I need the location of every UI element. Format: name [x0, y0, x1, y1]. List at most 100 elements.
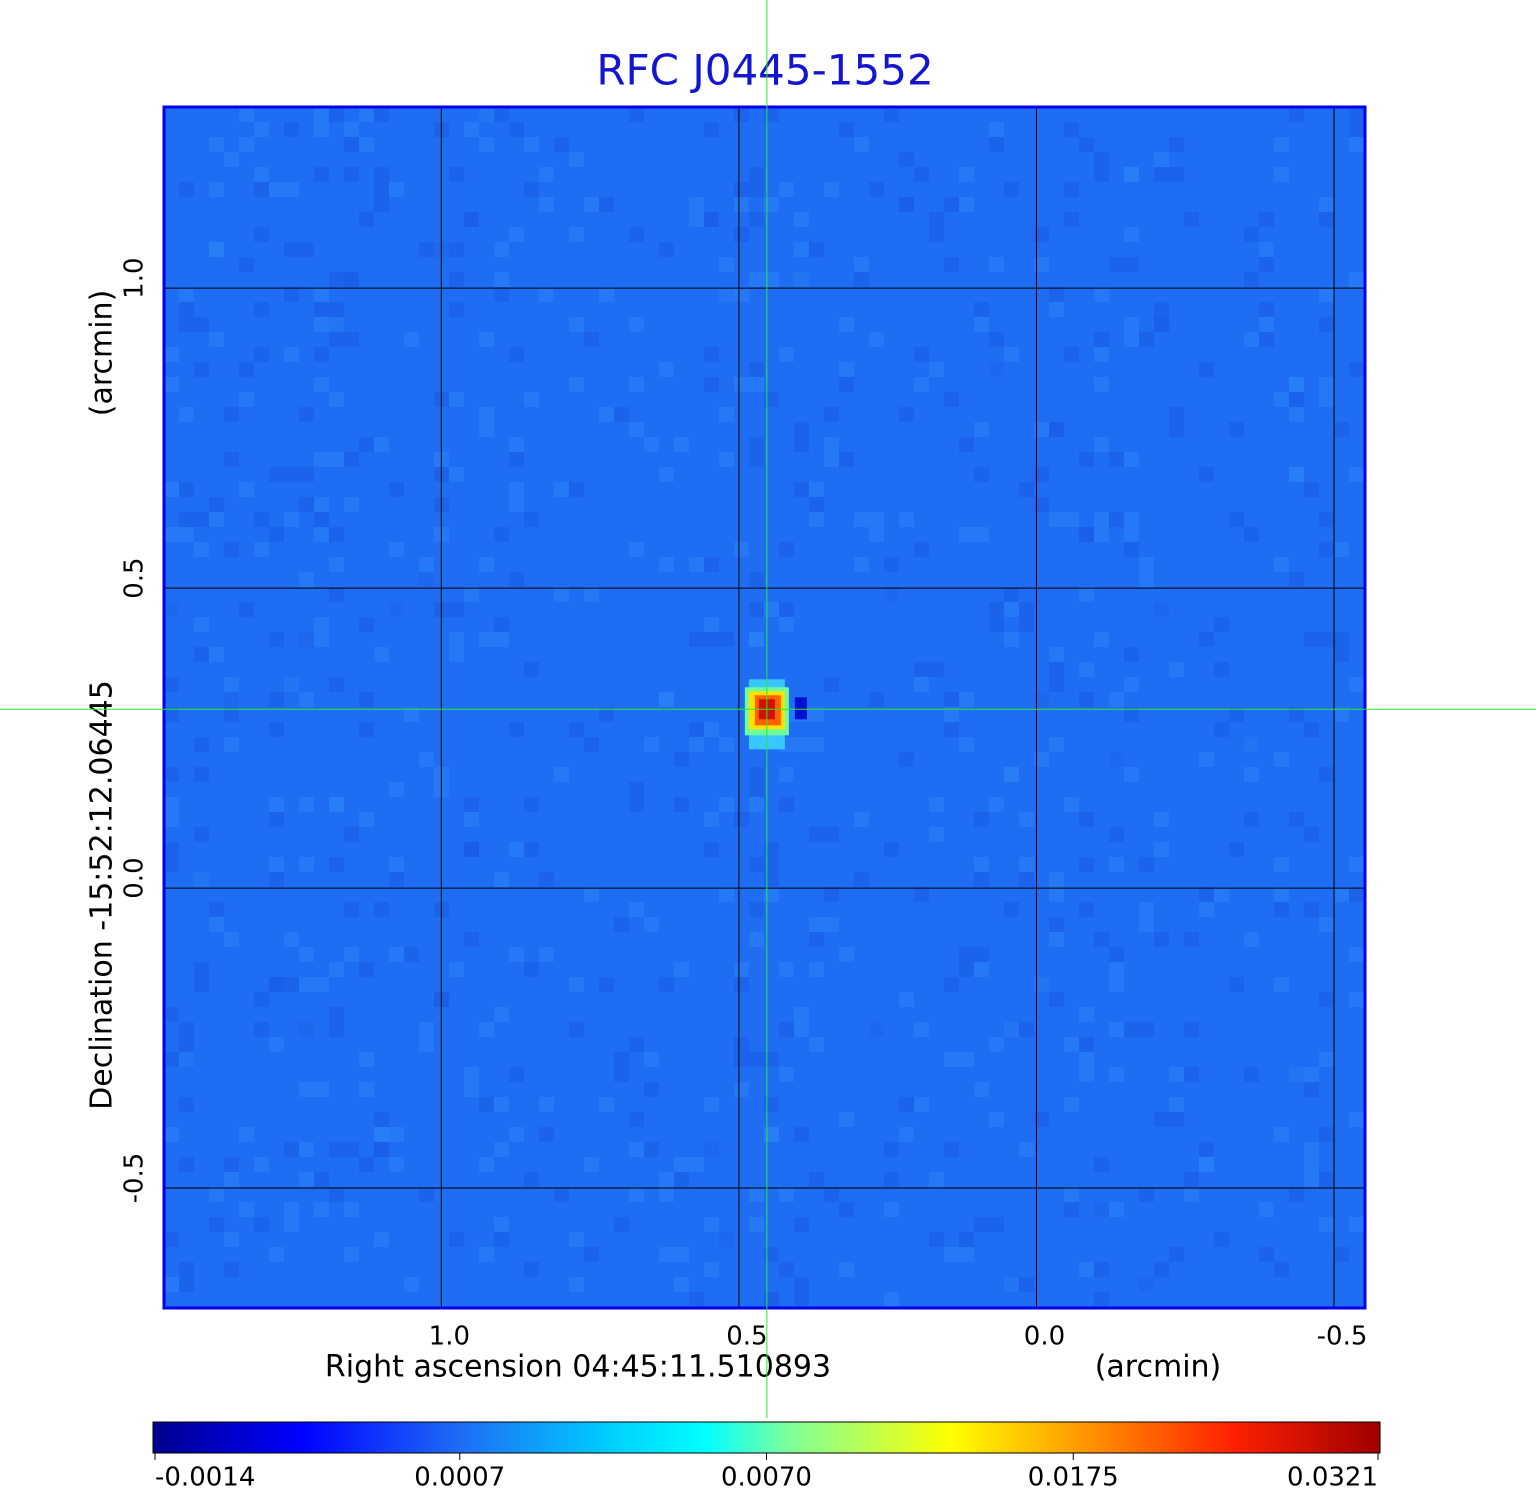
image-texture [1094, 1292, 1109, 1307]
image-texture [239, 107, 254, 122]
image-texture [194, 317, 209, 332]
image-texture [1109, 977, 1124, 992]
image-texture [584, 1157, 599, 1172]
image-texture [569, 317, 584, 332]
image-texture [344, 122, 359, 137]
image-texture [344, 272, 359, 287]
image-texture [989, 137, 1004, 152]
image-texture [299, 947, 314, 962]
image-texture [1244, 812, 1259, 827]
image-texture [599, 287, 614, 302]
image-texture [779, 1187, 794, 1202]
image-texture [1244, 227, 1259, 242]
image-texture [164, 812, 179, 827]
image-texture [524, 137, 539, 152]
image-texture [494, 1142, 509, 1157]
image-texture [344, 332, 359, 347]
image-texture [209, 902, 224, 917]
image-texture [524, 842, 539, 857]
image-texture [344, 1142, 359, 1157]
image-texture [179, 302, 194, 317]
image-texture [1244, 332, 1259, 347]
image-texture [464, 212, 479, 227]
image-texture [329, 452, 344, 467]
image-texture [959, 1247, 974, 1262]
image-texture [929, 362, 944, 377]
image-texture [194, 962, 209, 977]
image-texture [209, 512, 224, 527]
image-texture [899, 197, 914, 212]
image-texture [1079, 1262, 1094, 1277]
image-texture [329, 962, 344, 977]
image-texture [239, 1127, 254, 1142]
image-texture [719, 632, 734, 647]
image-texture [284, 242, 299, 257]
image-texture [1004, 767, 1019, 782]
image-texture [944, 392, 959, 407]
image-texture [1124, 227, 1139, 242]
image-texture [1049, 422, 1064, 437]
image-texture [389, 602, 404, 617]
image-texture [1289, 1187, 1304, 1202]
image-texture [1079, 857, 1094, 872]
image-texture [974, 467, 989, 482]
y-tick-label: 1.0 [120, 257, 150, 298]
image-texture [779, 1262, 794, 1277]
image-texture [854, 512, 869, 527]
image-texture [779, 797, 794, 812]
image-texture [764, 842, 779, 857]
image-texture [884, 1292, 899, 1307]
image-texture [1349, 947, 1364, 962]
image-texture [704, 557, 719, 572]
image-texture [689, 557, 704, 572]
image-texture [539, 1097, 554, 1112]
image-texture [1094, 167, 1109, 182]
image-texture [809, 497, 824, 512]
image-texture [224, 1232, 239, 1247]
image-texture [974, 962, 989, 977]
image-texture [1184, 1022, 1199, 1037]
image-texture [1259, 317, 1274, 332]
image-texture [659, 1247, 674, 1262]
image-texture [674, 1277, 689, 1292]
image-texture [194, 767, 209, 782]
image-texture [704, 1097, 719, 1112]
image-texture [554, 767, 569, 782]
image-texture [344, 497, 359, 512]
image-texture [479, 1157, 494, 1172]
image-texture [539, 1127, 554, 1142]
image-texture [659, 1172, 674, 1187]
image-texture [1079, 527, 1094, 542]
image-texture [1109, 1067, 1124, 1082]
image-texture [749, 767, 764, 782]
image-texture [1154, 602, 1169, 617]
image-texture [764, 107, 779, 122]
image-texture [1319, 512, 1334, 527]
image-texture [1259, 212, 1274, 227]
image-texture [1094, 347, 1109, 362]
image-texture [689, 737, 704, 752]
image-texture [989, 617, 1004, 632]
image-texture [944, 197, 959, 212]
image-texture [569, 1232, 584, 1247]
image-texture [1079, 662, 1094, 677]
image-texture [794, 1007, 809, 1022]
image-texture [1094, 932, 1109, 947]
image-texture [1064, 1202, 1079, 1217]
image-texture [1349, 857, 1364, 872]
image-texture [974, 527, 989, 542]
image-texture [224, 407, 239, 422]
image-texture [779, 602, 794, 617]
image-texture [524, 1172, 539, 1187]
image-texture [344, 827, 359, 842]
image-texture [269, 977, 284, 992]
image-texture [749, 572, 764, 587]
image-texture [704, 812, 719, 827]
image-texture [719, 452, 734, 467]
image-texture [944, 1142, 959, 1157]
image-texture [629, 1037, 644, 1052]
image-texture [1259, 1247, 1274, 1262]
image-texture [704, 617, 719, 632]
image-texture [539, 197, 554, 212]
image-texture [1049, 647, 1064, 662]
